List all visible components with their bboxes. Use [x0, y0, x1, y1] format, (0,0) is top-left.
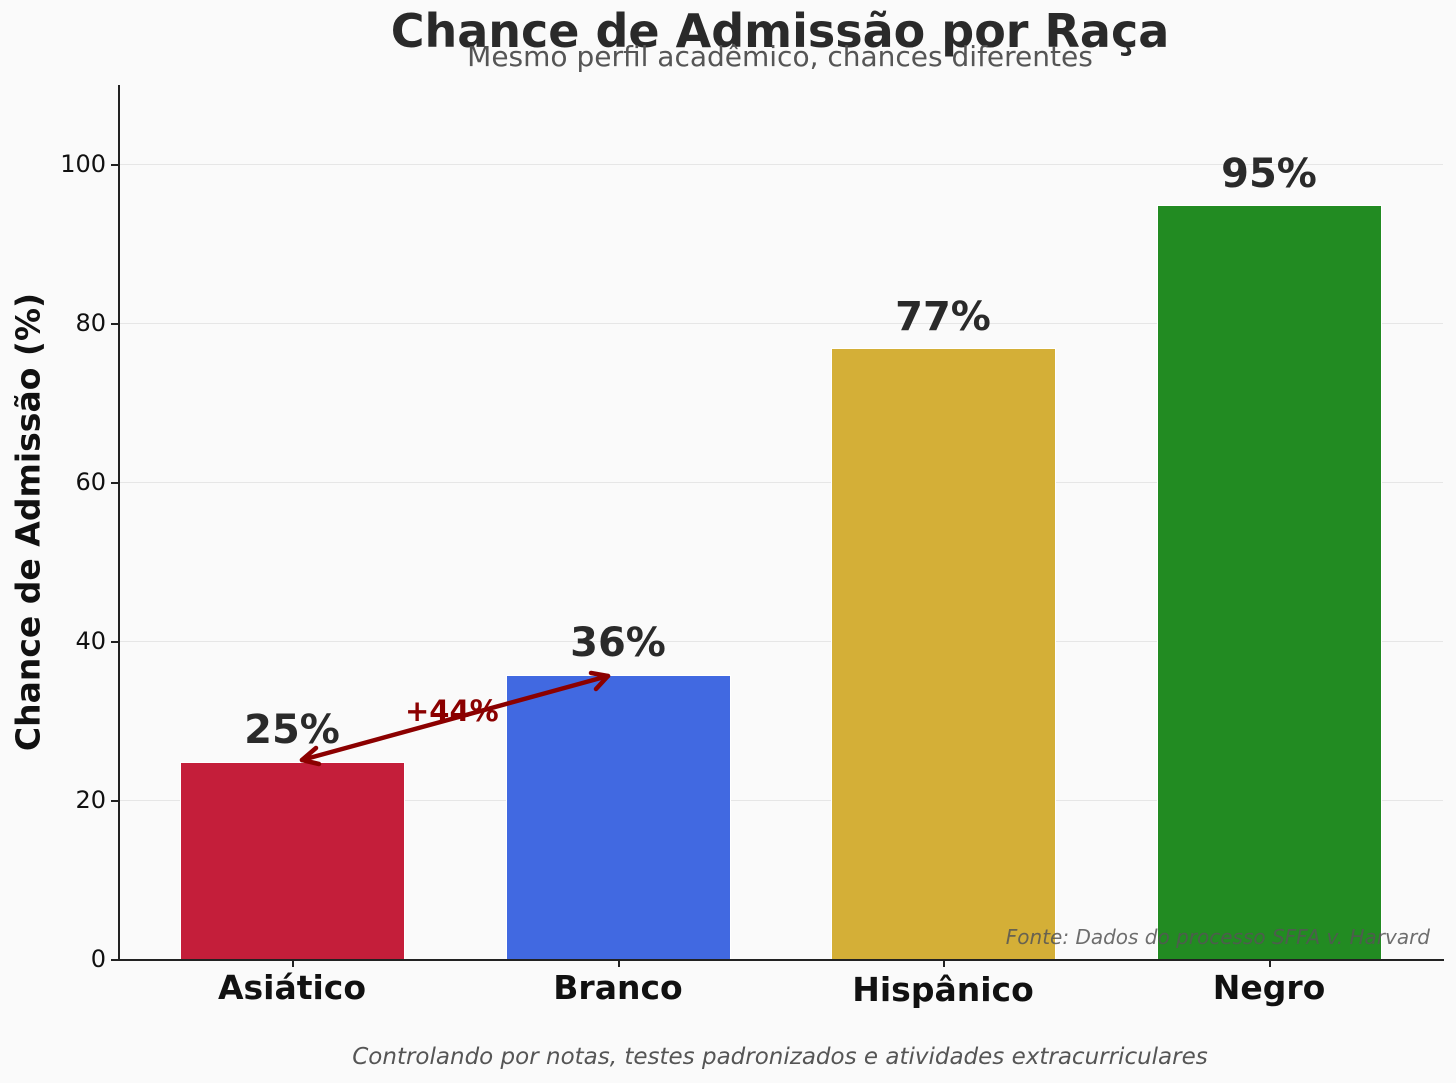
gridline: [119, 482, 1443, 483]
bar-asiatico: [180, 762, 405, 960]
source-note: Fonte: Dados do processo SFFA v. Harvard: [1005, 925, 1430, 949]
x-tick-label: Asiático: [217, 968, 367, 1007]
gridline: [119, 800, 1443, 801]
y-tick: [111, 641, 118, 643]
gridline: [119, 641, 1443, 642]
value-label: 36%: [570, 620, 666, 666]
value-label: 77%: [895, 294, 991, 340]
y-tick-label: 40: [75, 627, 106, 655]
y-tick: [111, 959, 118, 961]
x-tick-label: Branco: [553, 968, 683, 1007]
bar-hispanico: [831, 348, 1056, 960]
footnote: Controlando por notas, testes padronizad…: [352, 1044, 1208, 1070]
gridline: [119, 323, 1443, 324]
y-tick: [111, 323, 118, 325]
x-tick: [943, 960, 945, 967]
y-tick-label: 80: [75, 309, 106, 337]
x-tick: [292, 960, 294, 967]
y-tick: [111, 482, 118, 484]
value-label: 95%: [1221, 151, 1317, 197]
x-tick: [618, 960, 620, 967]
bar-branco: [506, 675, 731, 960]
y-axis: [118, 85, 120, 961]
y-tick-label: 0: [90, 945, 106, 973]
x-tick-label: Hispânico: [852, 970, 1034, 1009]
gridline: [119, 164, 1443, 165]
value-label: 25%: [244, 707, 340, 753]
chart-title: Chance de Admissão por Raça: [390, 4, 1170, 58]
chart-subtitle: Mesmo perfil acadêmico, chances diferent…: [467, 40, 1093, 73]
difference-annotation: +44%: [405, 694, 499, 728]
y-tick-label: 20: [75, 786, 106, 814]
x-axis: [118, 959, 1444, 961]
x-tick: [1269, 960, 1271, 967]
x-tick-label: Negro: [1212, 968, 1326, 1007]
y-tick-label: 100: [60, 150, 106, 178]
y-tick: [111, 164, 118, 166]
y-tick-label: 60: [75, 468, 106, 496]
y-tick: [111, 800, 118, 802]
